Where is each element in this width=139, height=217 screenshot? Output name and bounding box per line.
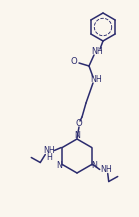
Text: NH: NH [90,76,102,84]
Text: O: O [76,120,82,128]
Text: N: N [57,161,63,171]
Text: NH: NH [43,146,55,155]
Text: N: N [74,132,80,140]
Text: N: N [91,161,97,171]
Text: NH: NH [91,48,103,56]
Text: NH: NH [100,165,112,174]
Text: O: O [71,58,77,66]
Text: H: H [46,153,52,162]
